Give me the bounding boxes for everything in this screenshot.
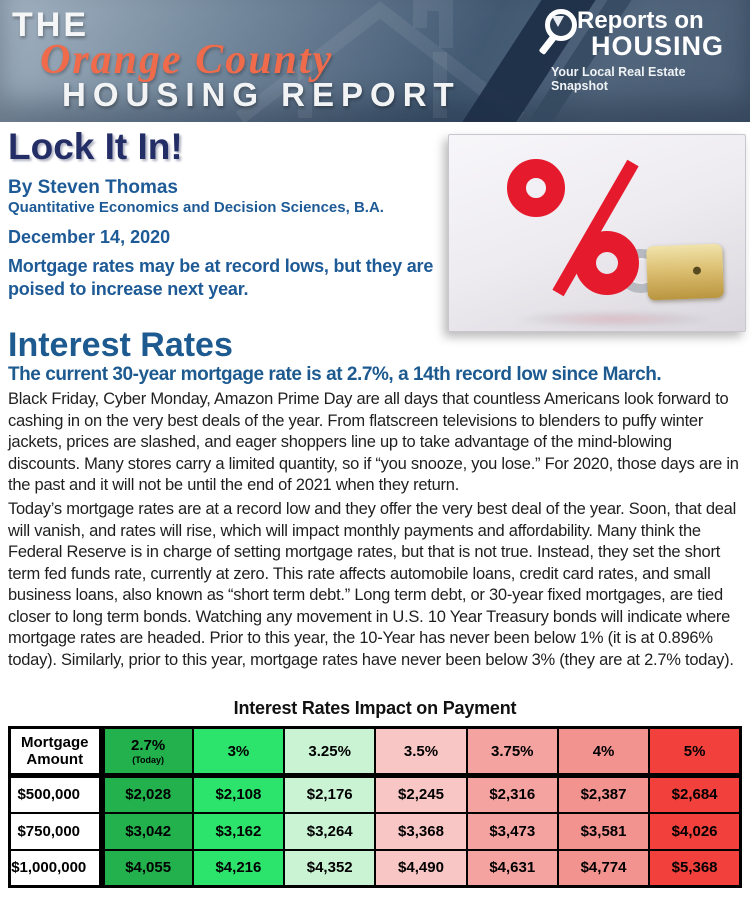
rate-header: 2.7% (Today): [100, 726, 194, 778]
body-paragraph-2: Today’s mortgage rates are at a record l…: [8, 500, 737, 669]
magnifier-lens: [545, 9, 577, 41]
payment-cell: $2,028: [100, 774, 194, 814]
house-watermark-icon: [235, 0, 525, 122]
payment-cell: $3,473: [465, 811, 559, 851]
payment-cell: $2,387: [556, 774, 651, 814]
rate-header: 3.75%: [465, 726, 559, 778]
percent-lock-image: [448, 134, 746, 332]
table-row: $500,000 $2,028 $2,108 $2,176 $2,245 $2,…: [8, 774, 742, 814]
masthead-the: THE: [12, 6, 89, 44]
magnifier-arrow: [552, 16, 564, 27]
mortgage-amount: $500,000: [8, 774, 105, 814]
rate-header: 4%: [556, 726, 651, 778]
section-heading: Interest Rates: [8, 326, 233, 364]
rate-header: 5%: [648, 726, 742, 778]
table-row: $750,000 $3,042 $3,162 $3,264 $3,368 $3,…: [8, 811, 742, 851]
payment-cell: $4,631: [465, 848, 559, 888]
publish-date: December 14, 2020: [8, 227, 171, 247]
payment-cell: $4,352: [283, 848, 377, 888]
payment-cell: $3,581: [556, 811, 651, 851]
mortgage-amount: $750,000: [8, 811, 105, 851]
logo-brand-top: Reports on: [577, 7, 704, 34]
rate-header: 3.25%: [283, 726, 377, 778]
payment-cell: $4,490: [374, 848, 468, 888]
article-title: Lock It In!: [8, 126, 183, 167]
payment-cell: $3,042: [100, 811, 194, 851]
masthead-orange-county: Orange County: [40, 37, 334, 83]
payment-cell: $4,216: [191, 848, 286, 888]
percent-top-circle: [507, 159, 565, 217]
byline: By Steven Thomas: [8, 177, 178, 198]
rates-table-wrap: Mortgage Amount 2.7% (Today) 3% 3.25% 3.…: [8, 726, 742, 888]
magnifier-icon: [538, 9, 583, 56]
rate-sublabel: (Today): [132, 755, 165, 765]
body-paragraph-1: Black Friday, Cyber Monday, Amazon Prime…: [8, 390, 739, 494]
reports-on-housing-logo: Reports on HOUSING Your Local Real Estat…: [538, 7, 743, 93]
payment-cell: $3,162: [191, 811, 286, 851]
payment-cell: $2,316: [465, 774, 559, 814]
author-credentials: Quantitative Economics and Decision Scie…: [8, 199, 384, 216]
table-header-row: Mortgage Amount 2.7% (Today) 3% 3.25% 3.…: [8, 726, 742, 778]
masthead-banner: THE Orange County HOUSING REPORT Reports…: [0, 0, 750, 122]
payment-cell: $3,264: [283, 811, 377, 851]
logo-tagline: Your Local Real Estate Snapshot: [551, 65, 686, 93]
padlock-keyhole: [692, 266, 702, 275]
table-row: $1,000,000 $4,055 $4,216 $4,352 $4,490 $…: [8, 848, 742, 888]
teaser-text: Mortgage rates may be at record lows, bu…: [8, 256, 434, 299]
payment-cell: $2,245: [374, 774, 468, 814]
percent-bottom-circle: [575, 231, 639, 295]
mortgage-amount: $1,000,000: [8, 848, 105, 888]
padlock-body: [646, 243, 724, 301]
payment-cell: $4,055: [100, 848, 194, 888]
payment-cell: $5,368: [648, 848, 742, 888]
rate-label: 2.7%: [131, 737, 166, 754]
rate-header: 3.5%: [374, 726, 468, 778]
payment-cell: $4,774: [556, 848, 651, 888]
payment-cell: $2,684: [648, 774, 742, 814]
payment-cell: $2,108: [191, 774, 286, 814]
section-subheading: The current 30-year mortgage rate is at …: [8, 364, 662, 385]
masthead-housing-report: HOUSING REPORT: [62, 76, 461, 113]
corner-header: Mortgage Amount: [8, 726, 105, 778]
payment-cell: $4,026: [648, 811, 742, 851]
payment-cell: $3,368: [374, 811, 468, 851]
image-reflection: [519, 311, 709, 327]
logo-brand-bottom: HOUSING: [591, 31, 725, 61]
rates-table: Mortgage Amount 2.7% (Today) 3% 3.25% 3.…: [8, 726, 742, 888]
rate-header: 3%: [191, 726, 286, 778]
payment-cell: $2,176: [283, 774, 377, 814]
table-title: Interest Rates Impact on Payment: [233, 698, 517, 718]
